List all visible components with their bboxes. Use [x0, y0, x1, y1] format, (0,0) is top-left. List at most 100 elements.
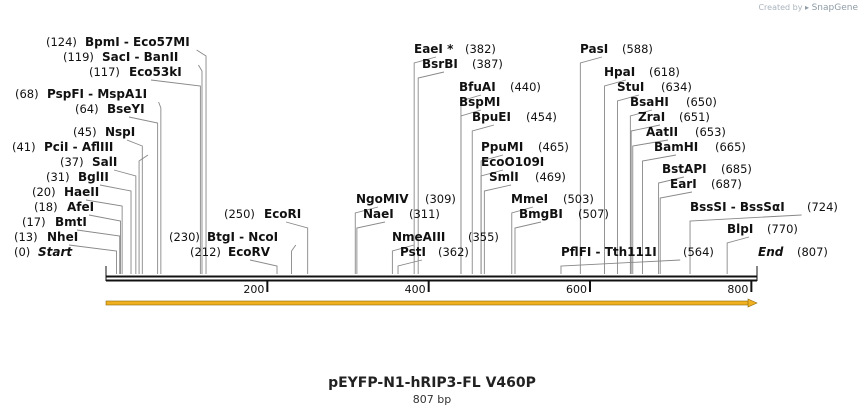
feature-arrow-body — [105, 300, 750, 306]
site-pos-stui: (634) — [661, 80, 692, 94]
site-label-bpuei: BpuEI — [472, 110, 511, 124]
site-label-ecoo109i: EcoO109I — [481, 155, 544, 169]
site-pos-smli: (469) — [535, 170, 566, 184]
site-label-pspfi: PspFI - MspA1I — [47, 87, 147, 101]
site-label-nhei: NheI — [47, 230, 78, 244]
connector-bsssi — [689, 214, 802, 274]
site-connectors — [68, 49, 802, 274]
site-label-stui: StuI — [617, 80, 644, 94]
site-pos-hpai: (618) — [649, 65, 680, 79]
connector-bglii — [99, 184, 132, 274]
connector-saci — [198, 64, 203, 274]
site-label-eco53ki: Eco53kI — [129, 65, 182, 79]
connector-smli — [483, 184, 512, 274]
site-label-pcli: PciI - AflIII — [44, 140, 113, 154]
site-pos-haeii: (20) — [32, 185, 56, 199]
feature-arrow — [105, 298, 758, 308]
site-pos-mmei: (503) — [563, 192, 594, 206]
site-label-ecori: EcoRI — [264, 207, 301, 221]
connector-bseyi — [128, 116, 159, 274]
site-pos-nmeaiii: (355) — [468, 230, 499, 244]
connector-stui — [616, 94, 640, 274]
site-label-bamhi: BamHI — [654, 140, 698, 154]
connector-ecoo109i — [480, 169, 504, 274]
connector-bsrbi — [417, 71, 445, 274]
connector-bmgbi — [514, 221, 542, 274]
site-label-bpmi: BpmI - Eco57MI — [85, 35, 190, 49]
site-label-zrai: ZraI — [638, 110, 665, 124]
connector-pspfi — [158, 101, 162, 274]
connector-nhei — [68, 244, 117, 274]
site-label-haeii: HaeII — [64, 185, 99, 199]
site-label-bmti: BmtI — [55, 215, 87, 229]
site-pos-end: (807) — [797, 245, 828, 259]
site-pos-pasi: (588) — [622, 42, 653, 56]
site-label-bmgbi: BmgBI — [519, 207, 563, 221]
site-label-mmei: MmeI — [511, 192, 548, 206]
connector-aatii — [632, 139, 669, 274]
connector-ngomiv — [354, 206, 379, 274]
site-label-end: End — [758, 245, 784, 259]
connector-bsahi — [629, 109, 653, 274]
site-label-start: Start — [38, 245, 73, 259]
connector-nmeaiii — [391, 244, 415, 274]
site-pos-pcli: (41) — [12, 140, 36, 154]
connector-ecori — [285, 221, 309, 274]
site-label-blpi: BlpI — [727, 222, 753, 236]
site-pos-bsahi: (650) — [686, 95, 717, 109]
site-pos-psti: (362) — [438, 245, 469, 259]
site-label-bfuai: BfuAI — [459, 80, 496, 94]
connector-afei — [88, 214, 121, 274]
connector-pasi — [579, 56, 603, 274]
connector-bpmi — [196, 49, 207, 274]
site-pos-zrai: (651) — [679, 110, 710, 124]
site-label-aatii: AatII — [646, 125, 678, 139]
site-pos-ngomiv: (309) — [425, 192, 456, 206]
site-label-btgi: BtgI - NcoI — [207, 230, 278, 244]
tick-label-400: 400 — [405, 283, 426, 296]
site-label-bsssi: BssSI - BssSαI — [690, 200, 785, 214]
site-label-afei: AfeI — [67, 200, 94, 214]
site-label-smli: SmlI — [489, 170, 519, 184]
site-pos-ecorv: (212) — [190, 245, 221, 259]
site-pos-eaei: (382) — [465, 42, 496, 56]
site-label-ngomiv: NgoMIV — [356, 192, 409, 206]
site-pos-naei: (311) — [409, 207, 440, 221]
connector-nspi — [126, 139, 143, 274]
connector-sali — [113, 169, 137, 274]
site-pos-bmgbi: (507) — [578, 207, 609, 221]
site-label-pflfi: PflFI - Tth111I — [561, 245, 657, 259]
site-label-eari: EarI — [670, 177, 697, 191]
site-pos-sali: (37) — [60, 155, 84, 169]
site-label-ecorv: EcoRV — [228, 245, 271, 259]
connector-btgi — [291, 244, 297, 274]
connector-bpuei — [471, 124, 495, 274]
map-title: pEYFP-N1-hRIP3-FL V460P — [328, 375, 536, 391]
site-pos-aatii: (653) — [695, 125, 726, 139]
watermark-prefix: Created by — [758, 3, 803, 12]
site-pos-start: (0) — [14, 245, 30, 259]
site-labels: Start (0) NheI (13) BmtI (17) AfeI (18) HaeII (20… — [12, 35, 838, 259]
site-pos-btgi: (230) — [169, 230, 200, 244]
site-label-psti: PstI — [400, 245, 426, 259]
connector-eari — [659, 191, 693, 274]
site-pos-eco53ki: (117) — [89, 65, 120, 79]
site-label-nmeaiii: NmeAIII — [392, 230, 445, 244]
tick-label-600: 600 — [566, 283, 587, 296]
site-label-bglii: BglII — [78, 170, 109, 184]
connector-ecorv — [249, 259, 278, 274]
connector-bmti — [76, 229, 121, 274]
connector-haeii — [85, 199, 123, 274]
site-pos-pspfi: (68) — [15, 87, 39, 101]
watermark-brand: SnapGene — [811, 3, 858, 13]
sequence-length: 807 bp — [412, 393, 452, 406]
site-pos-bfuai: (440) — [510, 80, 541, 94]
connector-bspmi — [460, 109, 482, 274]
scale-ticks: 200 400 600 800 — [243, 280, 753, 296]
sequence-backbone — [105, 266, 758, 282]
site-label-bstapi: BstAPI — [662, 162, 707, 176]
site-pos-bamhi: (665) — [715, 140, 746, 154]
site-pos-eari: (687) — [711, 177, 742, 191]
connector-bstapi — [658, 176, 685, 274]
